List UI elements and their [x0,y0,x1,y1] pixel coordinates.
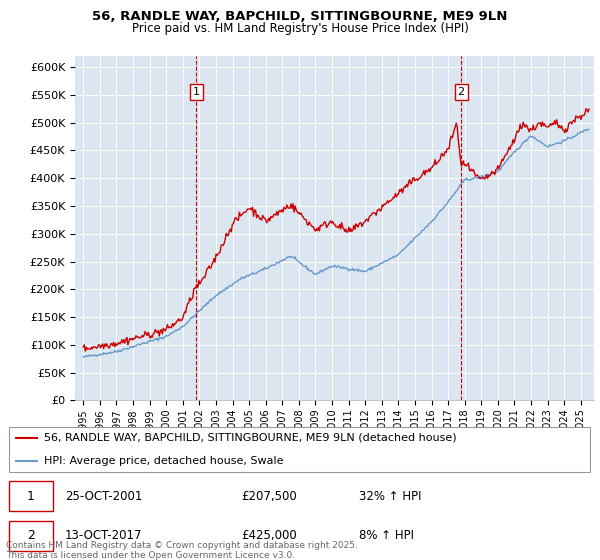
Text: HPI: Average price, detached house, Swale: HPI: Average price, detached house, Swal… [44,456,284,466]
Text: 1: 1 [193,87,200,97]
Text: 8% ↑ HPI: 8% ↑ HPI [359,529,414,542]
Text: 2: 2 [458,87,465,97]
FancyBboxPatch shape [9,481,53,511]
FancyBboxPatch shape [9,427,590,472]
Text: £425,000: £425,000 [241,529,297,542]
Text: 32% ↑ HPI: 32% ↑ HPI [359,490,421,503]
Text: £207,500: £207,500 [241,490,297,503]
FancyBboxPatch shape [9,521,53,550]
Text: 2: 2 [27,529,35,542]
Text: 1: 1 [27,490,35,503]
Text: 56, RANDLE WAY, BAPCHILD, SITTINGBOURNE, ME9 9LN (detached house): 56, RANDLE WAY, BAPCHILD, SITTINGBOURNE,… [44,432,457,442]
Text: 25-OCT-2001: 25-OCT-2001 [65,490,142,503]
Text: Contains HM Land Registry data © Crown copyright and database right 2025.
This d: Contains HM Land Registry data © Crown c… [6,540,358,560]
Text: Price paid vs. HM Land Registry's House Price Index (HPI): Price paid vs. HM Land Registry's House … [131,22,469,35]
Text: 56, RANDLE WAY, BAPCHILD, SITTINGBOURNE, ME9 9LN: 56, RANDLE WAY, BAPCHILD, SITTINGBOURNE,… [92,10,508,22]
Text: 13-OCT-2017: 13-OCT-2017 [65,529,142,542]
